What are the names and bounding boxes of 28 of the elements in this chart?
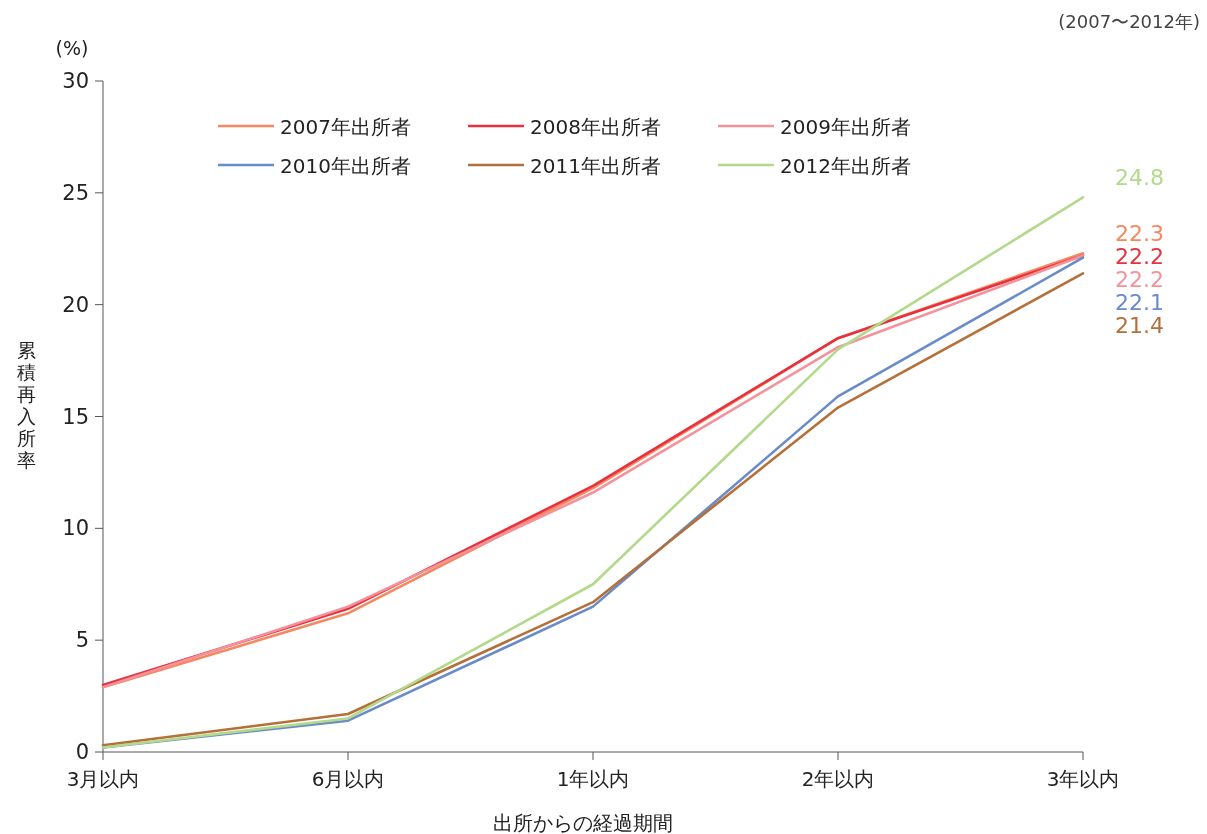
text: (%) <box>55 37 89 59</box>
data-label: 22.3 <box>1115 221 1164 247</box>
legend-label: 2009年出所者 <box>780 115 911 139</box>
x-tick-label: 3年以内 <box>1046 767 1120 791</box>
x-tick-label: 1年以内 <box>556 767 630 791</box>
x-tick-label: 6月以内 <box>311 767 385 791</box>
legend-label: 2010年出所者 <box>280 154 411 178</box>
legend-label: 2008年出所者 <box>530 115 661 139</box>
y-tick-label: 5 <box>75 628 89 653</box>
y-tick-label: 15 <box>62 404 89 429</box>
y-tick-label: 30 <box>62 69 89 93</box>
y-axis-title: 累積再入所率 <box>16 338 36 471</box>
data-label: 22.2 <box>1115 267 1164 293</box>
legend-label: 2011年出所者 <box>530 154 661 178</box>
legend-label: 2012年出所者 <box>780 154 911 178</box>
y-tick-label: 20 <box>62 292 89 317</box>
y-tick-label: 0 <box>75 740 89 764</box>
legend-label: 2007年出所者 <box>280 115 411 139</box>
data-label: 22.1 <box>1115 290 1164 316</box>
data-label: 24.8 <box>1115 165 1164 191</box>
data-label: 21.4 <box>1115 313 1164 339</box>
x-axis-title: 出所からの経過期間 <box>493 811 673 834</box>
y-tick-label: 10 <box>62 516 89 541</box>
text: (2007〜2012年) <box>1058 11 1200 32</box>
x-tick-label: 3月以内 <box>66 767 140 791</box>
data-label: 22.2 <box>1115 244 1164 270</box>
x-tick-label: 2年以内 <box>801 767 875 791</box>
y-tick-label: 25 <box>62 180 89 205</box>
